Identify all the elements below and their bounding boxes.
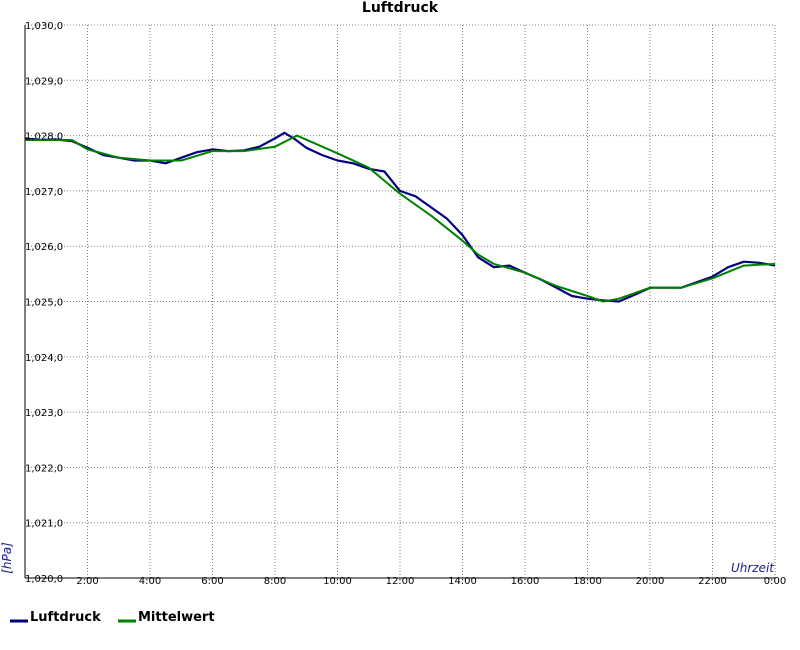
x-tick-label: 12:00	[386, 576, 415, 587]
x-tick-label: 0:00	[764, 576, 786, 587]
x-tick-label: 14:00	[448, 576, 477, 587]
x-tick-label: 22:00	[698, 576, 727, 587]
x-tick-label: 4:00	[139, 576, 161, 587]
y-axis-label: [hPa]	[0, 542, 14, 574]
series-line-mittelwert	[25, 134, 776, 303]
chart-title: Luftdruck	[362, 0, 439, 16]
x-tick-label: 6:00	[201, 576, 223, 587]
y-tick-label: 1,030,0	[25, 21, 63, 32]
y-tick-label: 1,027,0	[25, 187, 63, 198]
y-tick-label: 1,028,0	[25, 132, 63, 143]
y-tick-label: 1,024,0	[25, 353, 63, 364]
grid	[25, 24, 775, 578]
y-tick-label: 1,029,0	[25, 76, 63, 87]
x-tick-label: 20:00	[636, 576, 665, 587]
series-layer	[24, 131, 776, 303]
y-tick-label: 1,025,0	[25, 298, 63, 309]
legend-label: Luftdruck	[30, 610, 101, 625]
y-tick-label: 1,022,0	[25, 463, 63, 474]
x-tick-label: 10:00	[323, 576, 352, 587]
x-tick-label: 18:00	[573, 576, 602, 587]
y-tick-label: 1,020,0	[25, 574, 63, 585]
tick-labels: 1,020,0 1,021,0 1,022,0 1,023,0 1,024,0 1,025…	[25, 21, 786, 587]
x-tick-label: 2:00	[76, 576, 98, 587]
y-tick-label: 1,021,0	[25, 519, 63, 530]
x-tick-label: 16:00	[511, 576, 540, 587]
axes	[24, 25, 776, 579]
legend-label: Mittelwert	[138, 610, 215, 625]
y-tick-label: 1,026,0	[25, 242, 63, 253]
x-tick-label: 8:00	[264, 576, 286, 587]
legend: Luftdruck Mittelwert	[10, 610, 215, 625]
y-tick-label: 1,023,0	[25, 408, 63, 419]
x-axis-label: Uhrzeit	[731, 561, 775, 575]
